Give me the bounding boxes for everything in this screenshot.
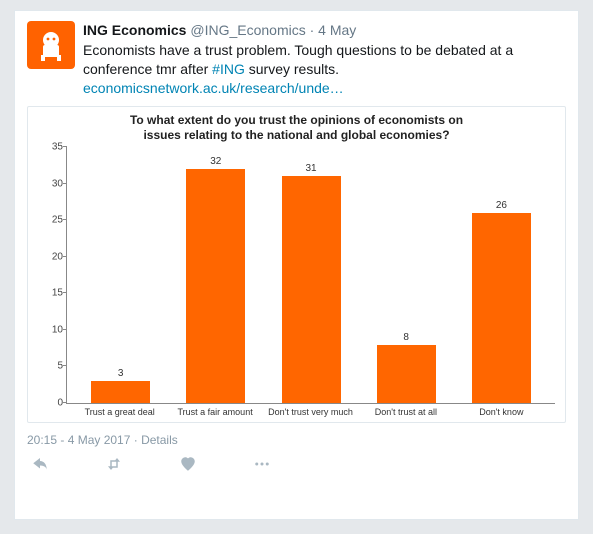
ytick-label: 0 [39,398,63,409]
separator: · [310,22,319,38]
ytick-mark [63,402,67,403]
ytick-label: 20 [39,251,63,262]
ytick-mark [63,256,67,257]
xlabel: Trust a fair amount [167,407,262,418]
chart-title: To what extent do you trust the opinions… [32,113,561,147]
xlabel: Trust a great deal [72,407,167,418]
ytick-label: 35 [39,142,63,153]
tweet-date[interactable]: 4 May [318,22,356,38]
retweet-icon [105,455,123,473]
bar [282,176,341,403]
xlabel: Don't trust at all [358,407,453,418]
bar-column: 31 [263,147,358,403]
name-line: ING Economics @ING_Economics · 4 May [83,21,566,39]
ytick-mark [63,146,67,147]
bar-value-label: 31 [305,163,316,174]
ytick-label: 10 [39,324,63,335]
like-button[interactable] [179,455,197,476]
bar-column: 32 [168,147,263,403]
ytick-label: 25 [39,215,63,226]
tweet-text: Economists have a trust problem. Tough q… [83,41,566,98]
bar-value-label: 8 [403,332,409,343]
reply-button[interactable] [31,455,49,476]
chart-title-line1: To what extent do you trust the opinions… [130,113,463,127]
ytick-mark [63,183,67,184]
ytick-mark [63,292,67,293]
chart-bars: 3 32 31 8 26 [67,147,555,403]
xlabel: Don't trust very much [263,407,358,418]
chart-xlabels: Trust a great dealTrust a fair amountDon… [66,404,555,418]
avatar[interactable] [27,21,75,69]
bar-value-label: 32 [210,156,221,167]
hashtag-ing[interactable]: #ING [212,61,245,77]
chart-title-line2: issues relating to the national and glob… [143,128,449,142]
bar [377,345,436,404]
ytick-mark [63,219,67,220]
tweet-meta: 20:15 - 4 May 2017 · Details [27,433,566,447]
tweet-link[interactable]: economicsnetwork.ac.uk/research/unde… [83,80,344,96]
ytick-mark [63,329,67,330]
more-button[interactable] [253,455,271,476]
xlabel: Don't know [454,407,549,418]
text-part-2: survey results. [245,61,339,77]
bar-column: 3 [73,147,168,403]
ing-lion-icon [33,27,69,63]
chart-card: To what extent do you trust the opinions… [27,106,566,423]
display-name[interactable]: ING Economics [83,22,186,38]
reply-icon [31,455,49,473]
ytick-label: 5 [39,361,63,372]
bar [91,381,150,403]
bar [186,169,245,403]
retweet-button[interactable] [105,455,123,476]
details-link[interactable]: · Details [134,433,178,447]
bar-column: 26 [454,147,549,403]
bar [472,213,531,403]
tweet-actions [27,447,566,476]
chart-plot: 33231826 05101520253035 [66,147,555,404]
bar-value-label: 26 [496,200,507,211]
tweet-timestamp[interactable]: 20:15 - 4 May 2017 [27,433,130,447]
bar-value-label: 3 [118,368,124,379]
bar-column: 8 [359,147,454,403]
ytick-label: 15 [39,288,63,299]
more-icon [253,455,271,473]
heart-icon [179,455,197,473]
ytick-label: 30 [39,178,63,189]
tweet-card: ING Economics @ING_Economics · 4 May Eco… [14,10,579,520]
ytick-mark [63,365,67,366]
handle[interactable]: @ING_Economics [190,22,305,38]
tweet-header: ING Economics @ING_Economics · 4 May Eco… [27,21,566,98]
chart: 33231826 05101520253035 Trust a great de… [32,147,561,418]
